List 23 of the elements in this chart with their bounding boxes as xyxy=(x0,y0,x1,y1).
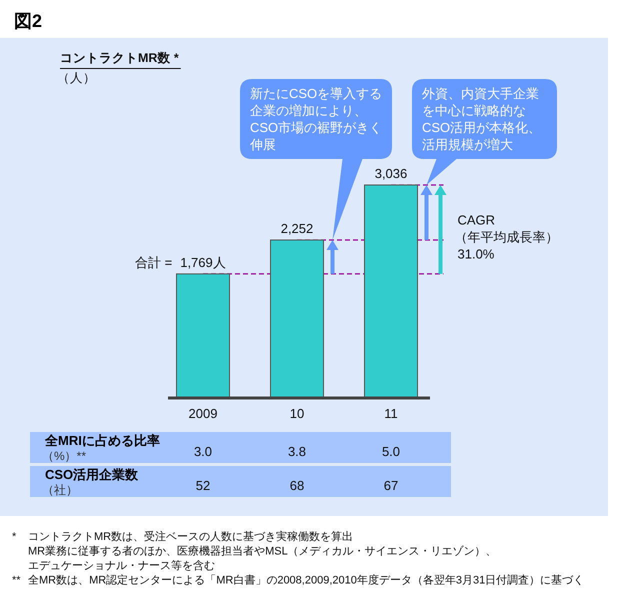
text: * コントラクトMR数は、受注ベースの人数に基づき実稼働数を算出 xyxy=(12,530,354,543)
table-cell: 3.0 xyxy=(194,444,212,459)
text: 図2 xyxy=(14,11,42,31)
table-cell: 52 xyxy=(196,478,210,493)
heading: コントラクトMR数 *（人） xyxy=(57,51,179,85)
x-tick-label: 2009 xyxy=(188,406,218,421)
data-label: 3,036 xyxy=(374,166,408,181)
text: ** 全MR数は、MR認定センターによる「MR白書」の2008,2009,2010年度データ（各翌年3月31日付調査）に基づく xyxy=(12,574,584,586)
row-label: CSO活用企業数（社） xyxy=(42,467,138,497)
table-cell: 3.8 xyxy=(288,444,306,459)
data-label: 2,252 xyxy=(280,221,314,236)
table-cell: 68 xyxy=(290,478,304,493)
table-cell: 67 xyxy=(384,478,398,493)
data-label: 1,769人 xyxy=(180,254,226,270)
annotation: 合計 = xyxy=(135,254,172,270)
text: MR業務に従事する者のほか、医療機器担当者やMSL（メディカル・サイエンス・リエゾン）、 xyxy=(28,544,497,558)
row-label: 全MRIに占める比率（%）** xyxy=(42,433,160,463)
table-cell: 5.0 xyxy=(382,444,400,459)
x-tick-label: 11 xyxy=(384,406,398,421)
callout: 外資、内資大手企業を中心に戦略的なCSO活用が本格化、活用規模が増大 xyxy=(412,79,557,185)
note: CAGR（年平均成長率）31.0% xyxy=(454,212,558,262)
text: エデュケーショナル・ナース等を含む xyxy=(28,559,215,572)
x-tick-label: 10 xyxy=(290,406,304,421)
